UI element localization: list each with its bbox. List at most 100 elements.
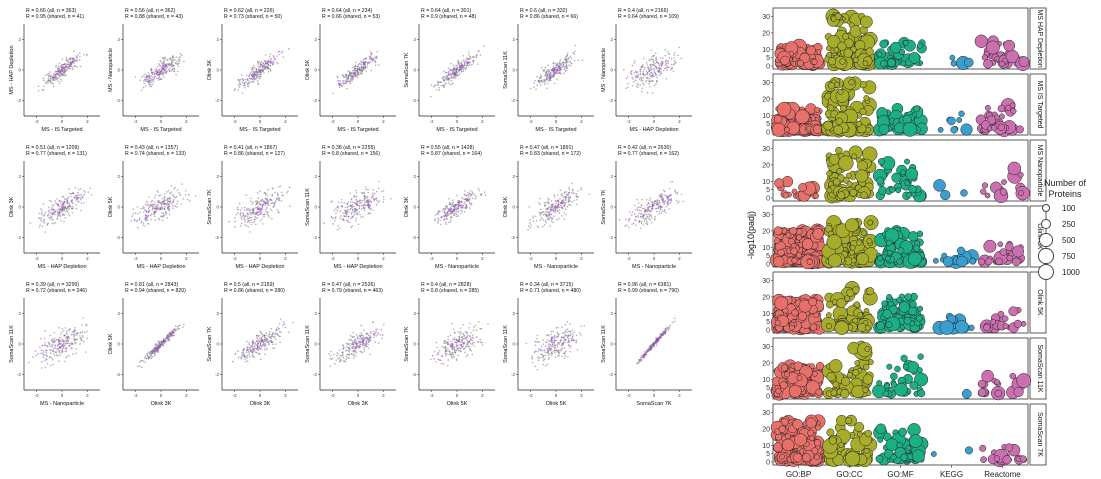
point-shared xyxy=(344,82,347,84)
point-shared xyxy=(462,204,464,207)
point-all xyxy=(452,72,455,74)
point-all xyxy=(565,329,567,331)
x-tick-label: 2 xyxy=(284,393,287,398)
point-all xyxy=(557,335,559,338)
point-shared xyxy=(252,74,255,77)
point-all xyxy=(469,190,472,192)
point-shared xyxy=(58,75,61,77)
point-all xyxy=(462,54,465,57)
point-all xyxy=(81,324,83,326)
point-all xyxy=(573,331,575,334)
point-all xyxy=(148,209,150,211)
point-shared xyxy=(549,214,551,216)
point-all xyxy=(139,365,141,367)
point-shared xyxy=(188,193,190,196)
point-all xyxy=(355,189,357,192)
point-shared xyxy=(546,211,549,213)
point-all xyxy=(90,194,93,196)
point-shared xyxy=(278,331,281,333)
point-shared xyxy=(553,339,556,342)
point-shared xyxy=(253,345,256,348)
point-shared xyxy=(175,328,177,330)
point-all xyxy=(569,334,572,337)
point-all xyxy=(361,72,363,75)
point-shared xyxy=(360,61,363,64)
point-shared xyxy=(60,342,62,345)
point-all xyxy=(639,68,642,71)
point-all xyxy=(453,212,455,215)
point-all xyxy=(469,335,471,337)
point-all xyxy=(640,222,643,225)
point-all xyxy=(528,206,531,208)
point-all xyxy=(342,356,345,359)
point-all xyxy=(155,210,158,212)
point-all xyxy=(65,347,68,350)
point-shared xyxy=(358,205,361,208)
point-all xyxy=(662,57,664,59)
point-shared xyxy=(558,343,561,345)
point-all xyxy=(560,62,563,65)
point-all xyxy=(640,76,643,79)
point-all xyxy=(256,200,258,202)
point-all xyxy=(260,213,262,215)
point-shared xyxy=(628,218,630,221)
point-all xyxy=(263,215,265,218)
point-shared xyxy=(364,197,367,200)
point-all xyxy=(150,357,153,359)
point-all xyxy=(264,192,267,195)
point-all xyxy=(541,211,543,214)
x-tick-label: 0 xyxy=(61,393,64,398)
point-all xyxy=(347,80,350,83)
point-all xyxy=(540,79,543,82)
point-all xyxy=(663,203,665,206)
point-shared xyxy=(58,343,61,345)
point-shared xyxy=(659,205,662,208)
stats-all-label: R = 0.5 (all, n = 2159) xyxy=(224,282,274,288)
point-all xyxy=(339,358,342,361)
point-all xyxy=(648,78,651,80)
point-all xyxy=(637,212,640,215)
point-all xyxy=(63,360,66,363)
point-shared xyxy=(560,336,563,339)
point-all xyxy=(250,71,253,73)
point-all xyxy=(162,212,165,215)
x-tick-label: 2 xyxy=(86,393,89,398)
point-all xyxy=(472,197,474,200)
point-all xyxy=(253,64,255,67)
point-shared xyxy=(556,210,558,212)
x-tick-label: 0 xyxy=(456,256,459,261)
point-all xyxy=(142,224,145,226)
point-all xyxy=(642,213,645,216)
point-all xyxy=(63,198,66,200)
point-all xyxy=(336,206,338,209)
point-all xyxy=(272,206,275,209)
point-all xyxy=(575,341,578,344)
point-shared xyxy=(552,209,554,211)
point-all xyxy=(74,341,77,344)
point-all xyxy=(329,365,332,368)
point-all xyxy=(634,79,637,82)
point-all xyxy=(41,209,43,212)
point-all xyxy=(454,212,457,214)
point-all xyxy=(245,194,248,196)
point-all xyxy=(355,70,357,73)
point-all xyxy=(68,342,71,345)
point-all xyxy=(56,211,59,213)
point-shared xyxy=(667,197,670,199)
point-shared xyxy=(341,80,344,82)
point-all xyxy=(361,351,363,354)
point-all xyxy=(44,231,47,233)
point-shared xyxy=(362,204,365,207)
y-tick-label: 2 xyxy=(413,311,416,316)
point-shared xyxy=(368,201,371,204)
point-all xyxy=(360,208,363,210)
point-shared xyxy=(255,343,257,346)
point-all xyxy=(279,341,281,344)
point-all xyxy=(249,355,251,358)
point-all xyxy=(142,207,144,210)
x-tick-label: -2 xyxy=(627,393,631,398)
scatter-panel: R = 0.56 (all, n = 362)R = 0.88 (shared,… xyxy=(108,8,199,133)
scatter-panel: R = 0.6 (all, n = 332)R = 0.86 (shared, … xyxy=(503,8,594,133)
point-all xyxy=(140,89,143,92)
stats-all-label: R = 0.51 (all, n = 1209) xyxy=(26,145,79,151)
